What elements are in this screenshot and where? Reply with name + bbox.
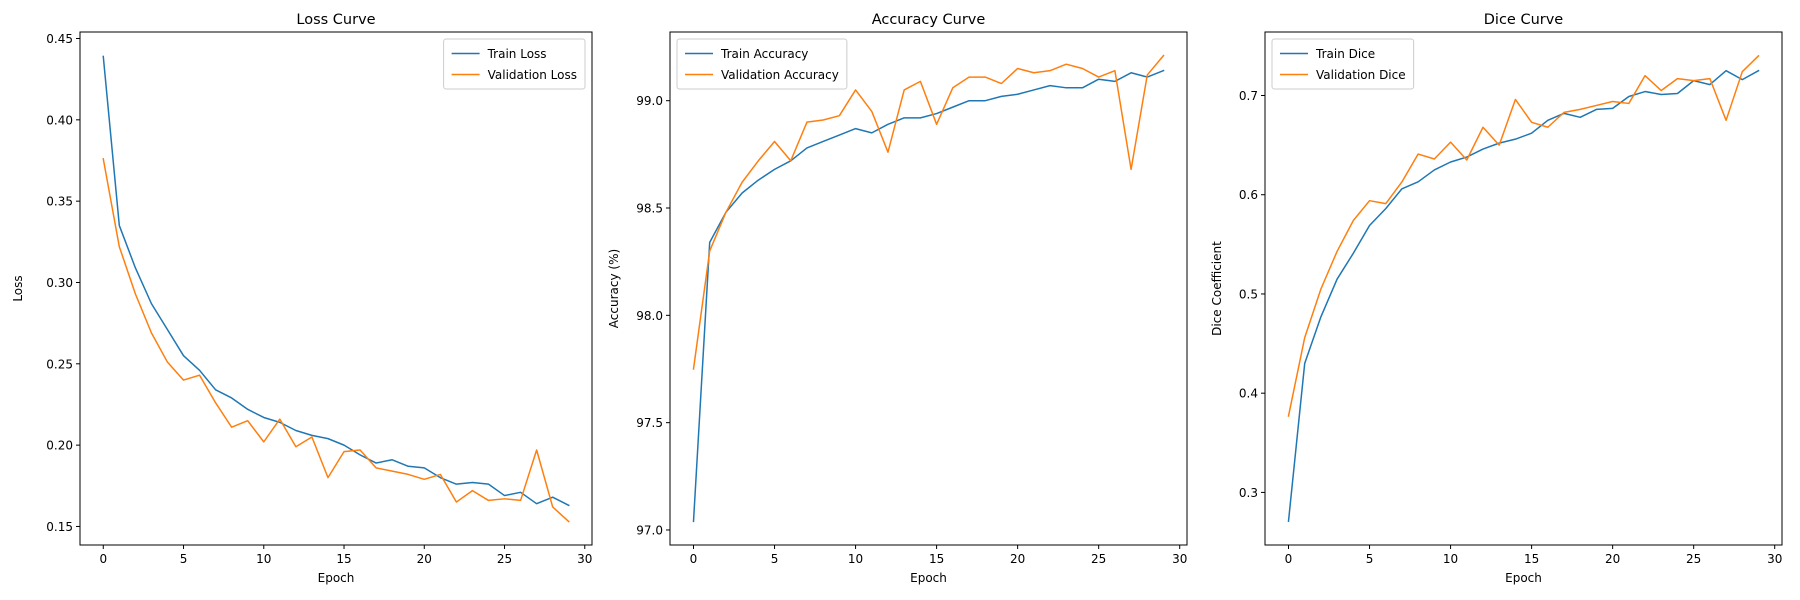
x-tick-label: 15: [1524, 552, 1539, 566]
y-tick-label: 98.5: [636, 202, 663, 216]
chart-title: Accuracy Curve: [872, 12, 986, 28]
series-line-1-1: [692, 54, 1165, 370]
legend-label: Validation Loss: [488, 68, 577, 82]
x-axis-label: Epoch: [318, 571, 355, 585]
series-line-0-0: [102, 55, 570, 507]
legend-label: Validation Accuracy: [721, 68, 839, 82]
x-tick-label: 15: [929, 552, 944, 566]
x-tick-label: 20: [1605, 552, 1620, 566]
y-tick-label: 97.0: [636, 523, 663, 537]
legend: Train Loss Validation Loss: [443, 38, 586, 90]
x-tick-label: 5: [1366, 552, 1374, 566]
legend-label: Validation Dice: [1316, 68, 1406, 82]
chart-title: Dice Curve: [1484, 12, 1564, 28]
y-tick-label: 0.40: [46, 113, 73, 127]
x-tick-label: 20: [1010, 552, 1025, 566]
x-tick-label: 10: [1443, 552, 1458, 566]
y-tick-label: 0.6: [1239, 188, 1258, 202]
plot-frame: [79, 31, 593, 546]
y-tick-label: 0.3: [1239, 486, 1258, 500]
x-tick-label: 25: [497, 552, 512, 566]
legend-box: [1271, 38, 1415, 90]
y-tick-label: 99.0: [636, 94, 663, 108]
series-line-1-0: [692, 69, 1165, 523]
x-tick-label: 20: [417, 552, 432, 566]
y-tick-label: 0.45: [46, 32, 73, 46]
y-axis-label: Loss: [11, 275, 25, 301]
y-tick-label: 0.30: [46, 276, 73, 290]
y-tick-label: 0.35: [46, 195, 73, 209]
legend-label: Train Loss: [487, 47, 547, 61]
x-tick-label: 10: [256, 552, 271, 566]
legend-box: [676, 38, 848, 90]
chart-panel-0: 0 5 10 15 20 25 30 0.15 0.20 0.25 0.30 0.35 0.40 0.45…: [11, 12, 593, 585]
series-line-2-0: [1287, 69, 1760, 523]
x-tick-label: 30: [577, 552, 592, 566]
series-line-2-1: [1287, 54, 1760, 417]
x-tick-label: 5: [771, 552, 779, 566]
x-axis-label: Epoch: [1505, 571, 1542, 585]
plot-frame: [669, 31, 1188, 546]
y-tick-label: 0.7: [1239, 89, 1258, 103]
y-tick-label: 98.0: [636, 309, 663, 323]
x-tick-label: 15: [336, 552, 351, 566]
x-axis-label: Epoch: [910, 571, 947, 585]
y-tick-label: 0.20: [46, 439, 73, 453]
y-tick-label: 0.15: [46, 520, 73, 534]
x-tick-label: 5: [180, 552, 188, 566]
chart-title: Loss Curve: [296, 12, 375, 28]
y-tick-label: 0.4: [1239, 387, 1258, 401]
legend: Train Accuracy Validation Accuracy: [676, 38, 848, 90]
x-tick-label: 0: [690, 552, 698, 566]
x-tick-label: 0: [1285, 552, 1293, 566]
plot-frame: [1264, 31, 1783, 546]
legend-label: Train Dice: [1315, 47, 1375, 61]
x-tick-label: 0: [99, 552, 107, 566]
chart-panel-1: 0 5 10 15 20 25 30 97.0 97.5 98.0 98.5 99.0 Accuracy…: [607, 12, 1188, 585]
x-tick-label: 25: [1091, 552, 1106, 566]
series-line-0-1: [102, 157, 570, 523]
x-tick-label: 25: [1686, 552, 1701, 566]
x-tick-label: 30: [1767, 552, 1782, 566]
x-tick-label: 10: [848, 552, 863, 566]
x-tick-label: 30: [1172, 552, 1187, 566]
y-axis-label: Accuracy (%): [607, 249, 621, 328]
y-tick-label: 0.25: [46, 357, 73, 371]
legend-label: Train Accuracy: [720, 47, 808, 61]
y-axis-label: Dice Coefficient: [1210, 241, 1224, 336]
chart-panel-2: 0 5 10 15 20 25 30 0.3 0.4 0.5 0.6 0.7 Dice Curve Epo…: [1210, 12, 1783, 585]
y-tick-label: 0.5: [1239, 287, 1258, 301]
legend-box: [443, 38, 586, 90]
legend: Train Dice Validation Dice: [1271, 38, 1415, 90]
y-tick-label: 97.5: [636, 416, 663, 430]
